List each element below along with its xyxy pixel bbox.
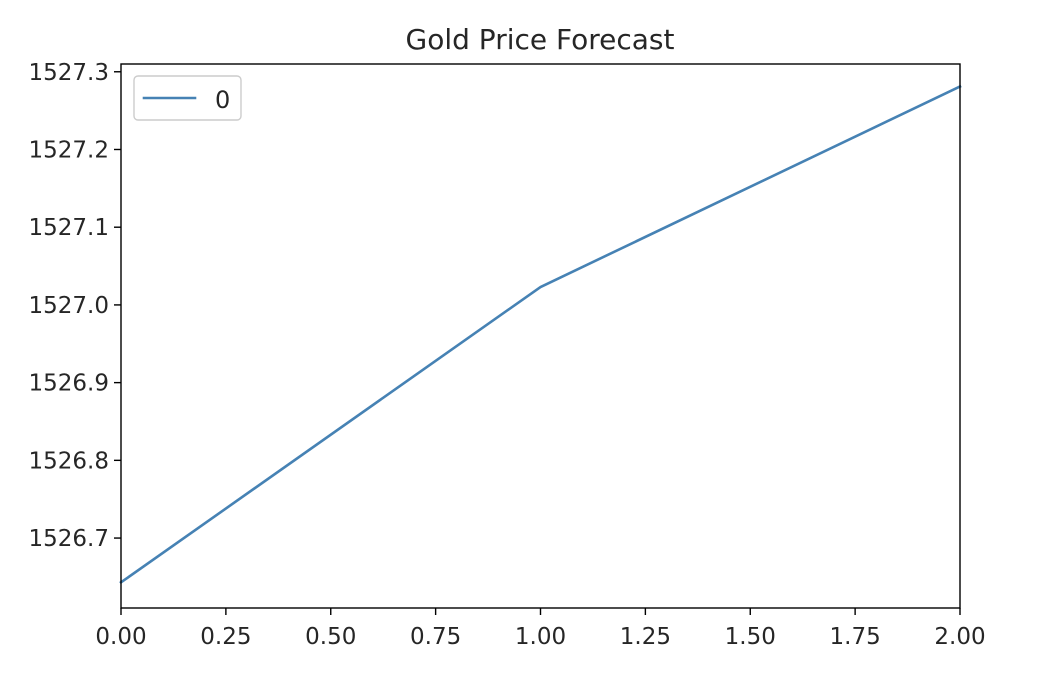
y-tick-label: 1526.9 bbox=[29, 371, 109, 397]
x-tick-label: 0.00 bbox=[95, 624, 146, 650]
x-axis: 0.00 0.25 0.50 0.75 1.00 1.25 1.50 1.75 2.00 bbox=[95, 608, 986, 650]
x-tick-label: 2.00 bbox=[934, 624, 985, 650]
y-tick-label: 1527.2 bbox=[29, 137, 109, 163]
y-tick-label: 1526.8 bbox=[29, 448, 109, 474]
legend-label-series-0: 0 bbox=[215, 86, 230, 114]
series-layer bbox=[119, 84, 962, 585]
x-tick-label: 1.50 bbox=[725, 624, 776, 650]
x-tick-label: 0.50 bbox=[305, 624, 356, 650]
x-tick-label: 1.75 bbox=[830, 624, 881, 650]
x-tick-label: 0.75 bbox=[410, 624, 461, 650]
y-tick-label: 1527.1 bbox=[29, 215, 109, 241]
legend: 0 bbox=[133, 75, 242, 121]
y-axis: 1526.7 1526.8 1526.9 1527.0 1527.1 1527.2 1527… bbox=[29, 60, 121, 552]
chart-title: Gold Price Forecast bbox=[406, 23, 675, 56]
y-tick-label: 1527.0 bbox=[29, 293, 109, 319]
series-line-0 bbox=[119, 84, 962, 585]
plot-area: 0.00 0.25 0.50 0.75 1.00 1.25 1.50 1.75 2.00 152… bbox=[29, 60, 986, 650]
x-tick-label: 1.00 bbox=[515, 624, 566, 650]
x-tick-label: 0.25 bbox=[200, 624, 251, 650]
y-tick-label: 1526.7 bbox=[29, 526, 109, 552]
x-tick-label: 1.25 bbox=[620, 624, 671, 650]
y-tick-label: 1527.3 bbox=[29, 60, 109, 86]
